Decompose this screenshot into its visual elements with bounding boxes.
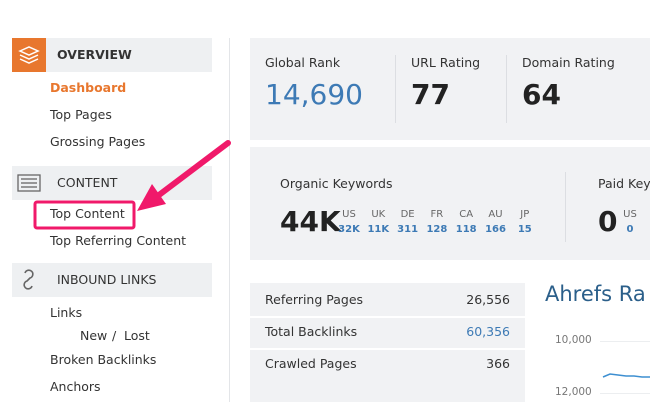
grid-line: [600, 341, 650, 342]
nav-link[interactable]: Links: [50, 305, 83, 320]
country-value[interactable]: 32K: [338, 224, 360, 235]
nav-link[interactable]: Broken Backlinks: [50, 352, 157, 367]
panel-divider: [506, 55, 507, 123]
country-value[interactable]: 11K: [367, 224, 390, 235]
y-axis-label: 12,000: [555, 386, 592, 398]
section-icon: [17, 174, 41, 192]
country-value[interactable]: 15: [517, 224, 532, 235]
nav-link[interactable]: Grossing Pages: [50, 134, 146, 149]
stats-table: [250, 283, 525, 402]
row-value: 26,556: [466, 292, 510, 307]
section-header[interactable]: INBOUND LINKS: [12, 263, 212, 297]
row-label: Referring Pages: [265, 292, 364, 307]
metric-label: URL Rating: [411, 55, 481, 70]
metric-value: 77: [411, 78, 450, 111]
metric-label: Domain Rating: [522, 55, 615, 70]
country-code: FR: [430, 209, 444, 220]
nav-sublink[interactable]: New: [80, 328, 108, 343]
chart-title: Ahrefs Ra: [545, 282, 646, 306]
metric-label: Paid Key: [598, 176, 650, 191]
metric-label: Organic Keywords: [280, 176, 393, 191]
country-code: AU: [488, 209, 503, 220]
country-code: US: [623, 209, 637, 220]
country-value[interactable]: 0: [626, 224, 634, 235]
country-code: US: [342, 209, 356, 220]
row-value[interactable]: 60,356: [466, 324, 510, 339]
separator: /: [112, 328, 117, 343]
nav-link[interactable]: Top Pages: [50, 107, 112, 122]
panel-divider: [395, 55, 396, 123]
country-code: UK: [371, 209, 386, 220]
country-value[interactable]: 118: [455, 224, 477, 235]
nav-sublink[interactable]: Lost: [124, 328, 150, 343]
country-code: DE: [400, 209, 415, 220]
grid-line: [600, 393, 650, 394]
country-value[interactable]: 128: [426, 224, 448, 235]
country-code: JP: [520, 209, 530, 220]
nav-link[interactable]: Dashboard: [50, 80, 127, 95]
nav-link[interactable]: Top Referring Content: [50, 233, 187, 248]
country-value[interactable]: 311: [397, 224, 419, 235]
section-header[interactable]: CONTENT: [12, 166, 212, 200]
nav-link[interactable]: Top Content: [50, 206, 125, 221]
metric-value: 0: [598, 205, 618, 238]
metric-label: Global Rank: [265, 55, 341, 70]
section-title: CONTENT: [57, 175, 118, 190]
section-header[interactable]: OVERVIEW: [12, 38, 212, 72]
country-code: CA: [459, 209, 474, 220]
row-label: Crawled Pages: [265, 356, 357, 371]
country-value[interactable]: 166: [485, 224, 506, 235]
section-title: INBOUND LINKS: [57, 272, 157, 287]
section-title: OVERVIEW: [57, 47, 132, 62]
divider: [229, 38, 230, 402]
metric-value: 14,690: [265, 78, 363, 111]
row-divider: [250, 348, 525, 350]
section-icon: [12, 38, 46, 72]
row-label: Total Backlinks: [265, 324, 358, 339]
keywords-panel: [250, 147, 650, 260]
section-icon: [23, 269, 34, 290]
panel-divider: [565, 172, 566, 242]
row-divider: [250, 316, 525, 318]
metric-value: 64: [522, 78, 561, 111]
nav-link[interactable]: Anchors: [50, 379, 101, 394]
y-axis-label: 10,000: [555, 334, 592, 346]
chart-line: [602, 373, 650, 378]
row-value: 366: [486, 356, 510, 371]
rank-panel: [250, 38, 650, 140]
metric-value: 44K: [280, 205, 341, 238]
